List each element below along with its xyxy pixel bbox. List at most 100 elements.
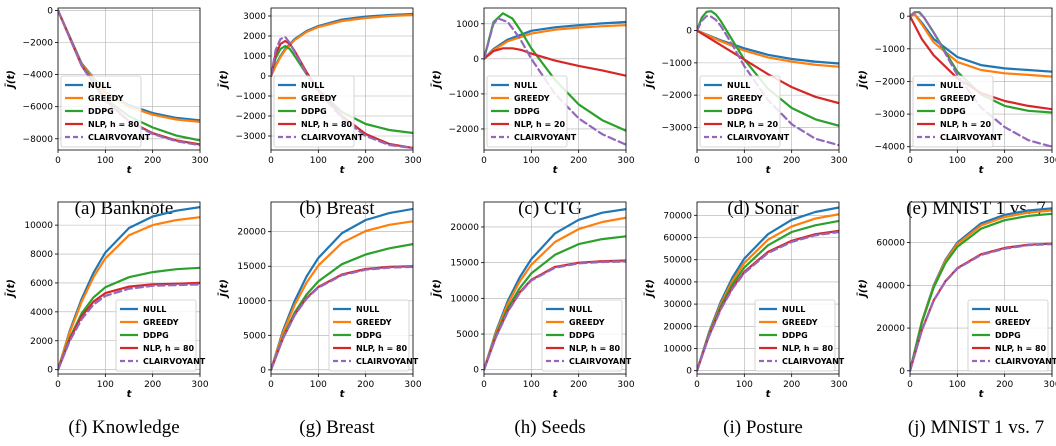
legend-label: NULL [569, 305, 592, 314]
series-line-greedy [910, 13, 1052, 78]
y-tick-label: 10000 [237, 297, 266, 307]
y-axis-label: J̄(t) [856, 279, 869, 299]
series-line-nlp [484, 47, 626, 77]
legend-box [115, 299, 197, 372]
legend-label: NULL [782, 305, 805, 314]
legend-label: NULL [356, 305, 379, 314]
y-tick-label: −1000 [662, 59, 693, 69]
panel-caption: (i) Posture [723, 417, 803, 438]
y-tick-label: 20000 [663, 322, 692, 332]
panel-caption: (g) Breast [299, 417, 375, 438]
y-tick-label: −4000 [875, 143, 906, 153]
legend: NULL GREEDY DDPG NLP, h = 20 CLAIRVOYANT [912, 75, 1003, 148]
legend-label: NULL [940, 81, 963, 90]
legend-box [754, 299, 836, 372]
series-line-nlp [271, 265, 413, 371]
x-tick-label: 100 [949, 380, 966, 390]
y-tick-label: 0 [899, 367, 905, 377]
y-tick-label: −1000 [449, 90, 480, 100]
series-line-nlp [58, 281, 200, 371]
x-tick-label: 200 [570, 380, 587, 390]
legend-label: CLAIRVOYANT [143, 357, 206, 366]
legend-label: DDPG [143, 331, 169, 340]
x-tick-label: 0 [268, 380, 274, 390]
x-tick-label: 300 [830, 380, 847, 390]
y-tick-label: 2000 [243, 32, 266, 42]
series-line-clairvoyant [271, 35, 413, 150]
legend-label: DDPG [995, 331, 1021, 340]
y-tick-label: −2000 [662, 91, 693, 101]
panel-caption: (a) Banknote [75, 198, 174, 219]
y-tick-label: −3000 [875, 110, 906, 120]
x-tick-label: 200 [996, 380, 1013, 390]
x-tick-label: 300 [404, 380, 421, 390]
legend-label: NLP, h = 20 [940, 120, 992, 129]
x-axis-label: t [979, 389, 985, 400]
chart-panel-7: 0 5000 10000 15000 20000 0 100 200 300 t J̄(t) NULL… [217, 201, 422, 438]
x-tick-label: 0 [907, 380, 913, 390]
legend-label: CLAIRVOYANT [940, 133, 1003, 142]
legend-label: GREEDY [782, 318, 818, 327]
legend: NULL GREEDY DDPG NLP, h = 80 CLAIRVOYANT [60, 75, 151, 148]
legend-label: NULL [143, 305, 166, 314]
legend-label: NLP, h = 80 [301, 120, 353, 129]
plot-frame [909, 201, 1053, 375]
y-tick-label: 3000 [243, 12, 266, 22]
plot-frame [696, 201, 840, 375]
plot-frame [270, 201, 414, 375]
y-axis-label: J̄(t) [4, 279, 17, 299]
legend-label: NLP, h = 80 [356, 344, 408, 353]
legend-box [328, 299, 410, 372]
legend: NULL GREEDY DDPG NLP, h = 80 CLAIRVOYANT [754, 299, 845, 372]
x-tick-label: 300 [617, 380, 634, 390]
x-axis-label: t [340, 165, 346, 176]
series-line-nlp [697, 29, 839, 105]
y-axis-label: J̄(t) [217, 279, 230, 299]
legend-box [541, 299, 623, 372]
series-line-clairvoyant [484, 17, 626, 146]
x-tick-label: 100 [523, 380, 540, 390]
legend-label: CLAIRVOYANT [727, 133, 790, 142]
y-axis-label: J̄(t) [430, 70, 443, 90]
y-tick-label: 8000 [30, 250, 53, 260]
x-tick-label: 300 [404, 156, 421, 166]
legend-label: DDPG [514, 107, 540, 116]
series-line-greedy [271, 220, 413, 371]
y-tick-label: 0 [899, 12, 905, 22]
y-tick-label: −2000 [23, 38, 54, 48]
legend-label: NULL [727, 81, 750, 90]
y-tick-label: −6000 [23, 103, 54, 113]
x-tick-label: 200 [357, 380, 374, 390]
y-tick-label: 5000 [243, 331, 266, 341]
legend-label: DDPG [356, 331, 382, 340]
series-line-clairvoyant [697, 15, 839, 147]
chart-panel-4: 0 −1000 −2000 −3000 0 100 200 300 t J̄(t) NULL GREE… [643, 7, 848, 219]
legend-box [60, 75, 142, 148]
legend-box [699, 75, 781, 148]
y-tick-label: 30000 [663, 300, 692, 310]
legend-box [967, 299, 1049, 372]
series-line-greedy [58, 216, 200, 371]
x-tick-label: 100 [736, 156, 753, 166]
legend-label: DDPG [940, 107, 966, 116]
legend-label: CLAIRVOYANT [356, 357, 419, 366]
legend: NULL GREEDY DDPG NLP, h = 80 CLAIRVOYANT [541, 299, 632, 372]
x-tick-label: 100 [310, 380, 327, 390]
y-tick-label: 5000 [456, 330, 479, 340]
y-tick-label: −3000 [662, 123, 693, 133]
legend-label: NLP, h = 80 [782, 344, 834, 353]
x-tick-label: 0 [481, 156, 487, 166]
legend-label: NLP, h = 80 [569, 344, 621, 353]
legend-label: NLP, h = 80 [143, 344, 195, 353]
x-tick-label: 0 [55, 156, 61, 166]
y-tick-label: 10000 [24, 221, 53, 231]
legend-label: CLAIRVOYANT [782, 357, 845, 366]
legend-label: GREEDY [940, 94, 976, 103]
legend-box [273, 75, 355, 148]
x-tick-label: 200 [570, 156, 587, 166]
y-axis-label: J̄(t) [217, 70, 230, 90]
chart-panel-2: 3000 2000 1000 0 −1000 −2000 −3000 0 100 200 300 t J… [217, 7, 422, 219]
y-tick-label: 0 [473, 55, 479, 65]
x-tick-label: 0 [268, 156, 274, 166]
y-tick-label: 0 [260, 72, 266, 82]
